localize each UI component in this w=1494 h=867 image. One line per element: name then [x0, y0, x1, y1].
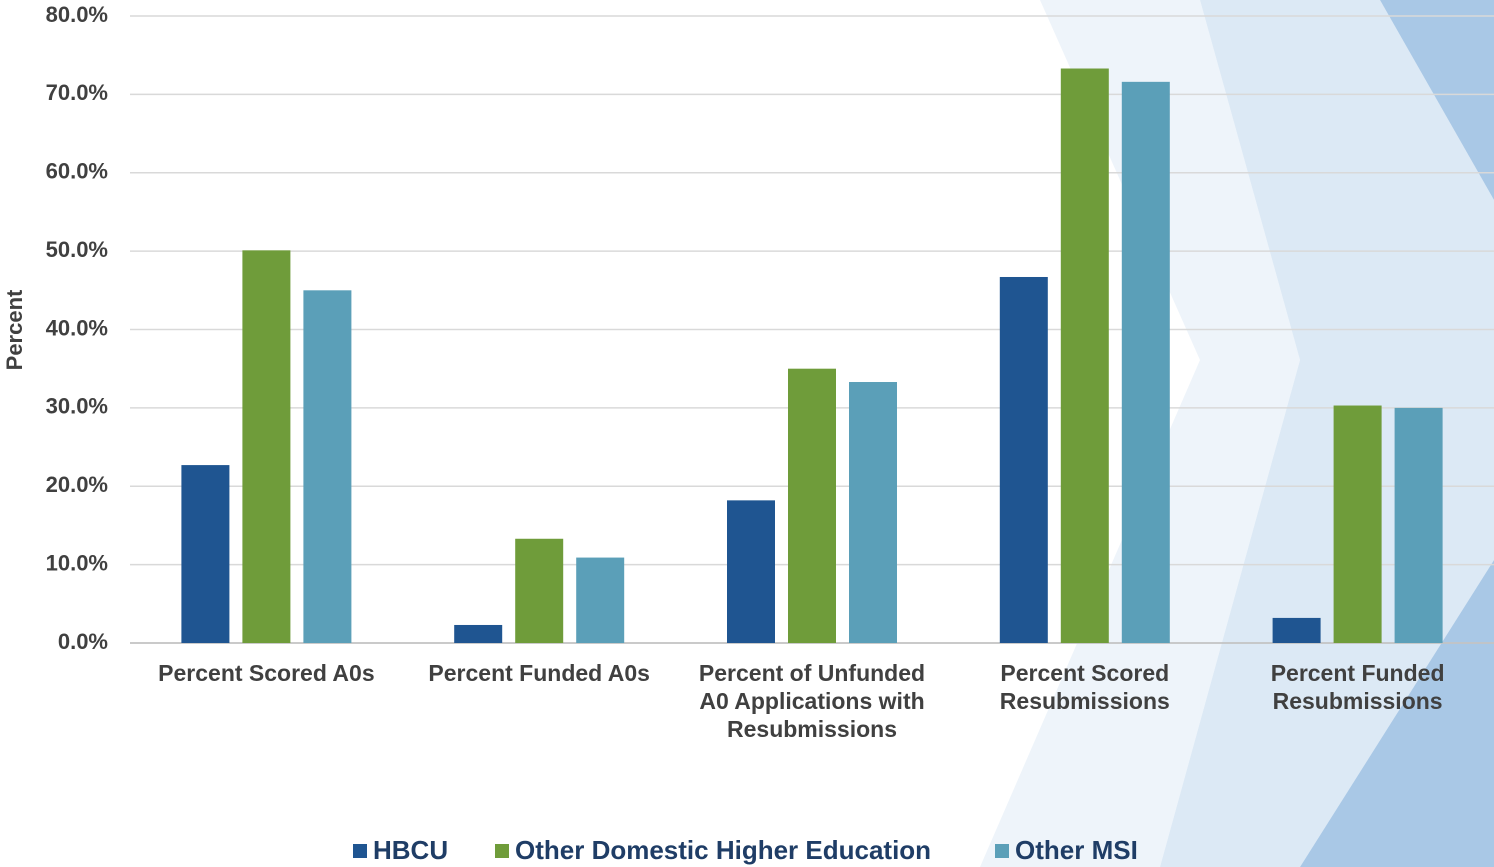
x-tick-label: Percent Scored A0s: [158, 660, 375, 686]
bar: [1394, 407, 1443, 643]
legend-label: Other Domestic Higher Education: [515, 835, 931, 865]
legend-label: HBCU: [373, 835, 448, 865]
y-axis-label: Percent: [2, 289, 27, 370]
bar: [454, 624, 503, 643]
bar: [181, 465, 230, 643]
x-tick-label: Percent of Unfunded A0 Applications with…: [698, 660, 926, 742]
y-tick-label: 80.0%: [46, 2, 108, 27]
y-tick-label: 10.0%: [46, 550, 108, 575]
bar: [1333, 405, 1382, 643]
background-decoration: [980, 0, 1494, 867]
y-tick-label: 70.0%: [46, 80, 108, 105]
bar: [849, 382, 897, 643]
legend-label: Other MSI: [1015, 835, 1138, 865]
x-tick-label: Percent Funded A0s: [428, 660, 650, 686]
bar: [576, 557, 625, 643]
bar: [1060, 68, 1109, 644]
legend-swatch: [353, 844, 367, 858]
bar: [788, 368, 836, 643]
bar: [242, 250, 291, 643]
y-tick-label: 50.0%: [46, 237, 108, 262]
y-tick-label: 60.0%: [46, 159, 108, 184]
x-tick-label: Percent Scored Resubmissions: [999, 660, 1170, 714]
y-tick-label: 30.0%: [46, 394, 108, 419]
bar: [515, 538, 564, 643]
y-tick-label: 20.0%: [46, 472, 108, 497]
bar: [727, 500, 775, 643]
bar: [303, 290, 352, 643]
x-tick-label: Percent Funded Resubmissions: [1270, 660, 1445, 714]
bar: [999, 276, 1048, 643]
bar: [1121, 81, 1170, 643]
legend-swatch: [995, 844, 1009, 858]
legend-swatch: [495, 844, 509, 858]
y-tick-label: 40.0%: [46, 315, 108, 340]
bar: [1272, 617, 1321, 643]
y-tick-label: 0.0%: [58, 629, 108, 654]
